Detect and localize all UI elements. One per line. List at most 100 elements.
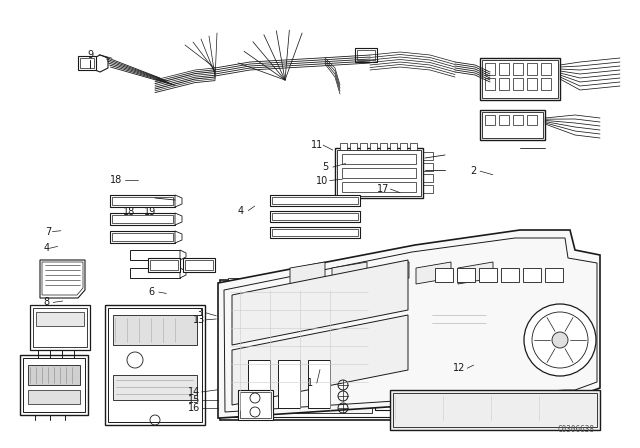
Bar	[499, 63, 509, 75]
Bar	[479, 268, 497, 282]
Bar	[108, 308, 202, 422]
Text: 4: 4	[44, 243, 50, 253]
Polygon shape	[175, 213, 182, 225]
Bar	[130, 250, 180, 260]
Text: 9: 9	[88, 50, 94, 60]
Bar	[400, 143, 407, 150]
Bar	[428, 310, 490, 332]
Bar	[272, 229, 358, 236]
Text: 1: 1	[307, 378, 314, 388]
Bar	[410, 143, 417, 150]
Bar	[28, 365, 80, 385]
Bar	[227, 287, 372, 413]
Bar	[446, 267, 456, 285]
Bar	[460, 267, 470, 285]
Bar	[370, 143, 377, 150]
Bar	[248, 360, 270, 408]
Bar	[220, 280, 420, 420]
Bar	[499, 115, 509, 125]
Bar	[272, 197, 358, 204]
Polygon shape	[458, 262, 493, 284]
Bar	[485, 115, 495, 125]
Bar	[527, 78, 537, 90]
Text: 18: 18	[110, 175, 123, 185]
Bar	[375, 354, 407, 378]
Bar	[342, 154, 416, 164]
Text: 4: 4	[237, 206, 244, 215]
Text: 19: 19	[143, 207, 156, 217]
Polygon shape	[90, 55, 108, 72]
Bar	[30, 305, 90, 350]
Polygon shape	[290, 262, 325, 284]
Bar	[337, 150, 421, 196]
Bar	[420, 255, 495, 345]
Bar	[78, 56, 96, 70]
Bar	[272, 213, 358, 220]
Bar	[375, 290, 407, 314]
Text: 5: 5	[322, 162, 328, 172]
Bar	[113, 315, 197, 345]
Bar	[148, 258, 180, 272]
Bar	[501, 268, 519, 282]
Bar	[33, 308, 87, 347]
Bar	[393, 393, 597, 427]
Bar	[270, 227, 360, 238]
Text: 11: 11	[310, 140, 323, 150]
Text: 6: 6	[148, 287, 155, 297]
Bar	[485, 63, 495, 75]
Bar	[112, 197, 173, 205]
Text: 8: 8	[44, 297, 50, 307]
Bar	[342, 182, 416, 192]
Bar	[541, 63, 551, 75]
Bar	[270, 211, 360, 222]
Circle shape	[524, 304, 596, 376]
Bar	[485, 78, 495, 90]
Bar	[36, 312, 84, 326]
Text: 16: 16	[188, 403, 200, 413]
Bar	[185, 260, 213, 270]
Bar	[183, 258, 215, 272]
Bar	[482, 112, 543, 138]
Polygon shape	[374, 262, 409, 284]
Text: C0306638: C0306638	[558, 426, 595, 435]
Bar	[545, 268, 563, 282]
Bar	[423, 185, 433, 193]
Bar	[423, 152, 433, 160]
Bar	[474, 267, 484, 285]
Bar	[308, 360, 330, 408]
Circle shape	[552, 332, 568, 348]
Bar	[527, 63, 537, 75]
Bar	[375, 386, 407, 410]
Bar	[28, 390, 80, 404]
Polygon shape	[180, 268, 186, 278]
Bar	[342, 168, 416, 178]
Bar	[23, 358, 85, 412]
Bar	[105, 305, 205, 425]
Bar	[110, 213, 175, 225]
Bar	[390, 143, 397, 150]
Text: 14: 14	[188, 387, 200, 397]
Bar	[312, 278, 334, 284]
Bar	[482, 60, 558, 98]
Polygon shape	[232, 260, 408, 345]
Text: 18: 18	[123, 207, 136, 217]
Bar	[423, 258, 492, 342]
Bar	[480, 110, 545, 140]
Bar	[375, 322, 407, 346]
Polygon shape	[218, 230, 600, 418]
Bar	[423, 163, 433, 171]
Polygon shape	[180, 250, 186, 260]
Bar	[340, 278, 362, 284]
Bar	[350, 143, 357, 150]
Polygon shape	[416, 262, 451, 284]
Bar	[256, 278, 278, 284]
Polygon shape	[175, 195, 182, 207]
Bar	[513, 115, 523, 125]
Bar	[80, 58, 94, 68]
Bar	[20, 355, 88, 415]
Bar	[527, 115, 537, 125]
Bar	[380, 143, 387, 150]
Bar	[112, 233, 173, 241]
Text: 13: 13	[193, 315, 205, 325]
Bar	[513, 63, 523, 75]
